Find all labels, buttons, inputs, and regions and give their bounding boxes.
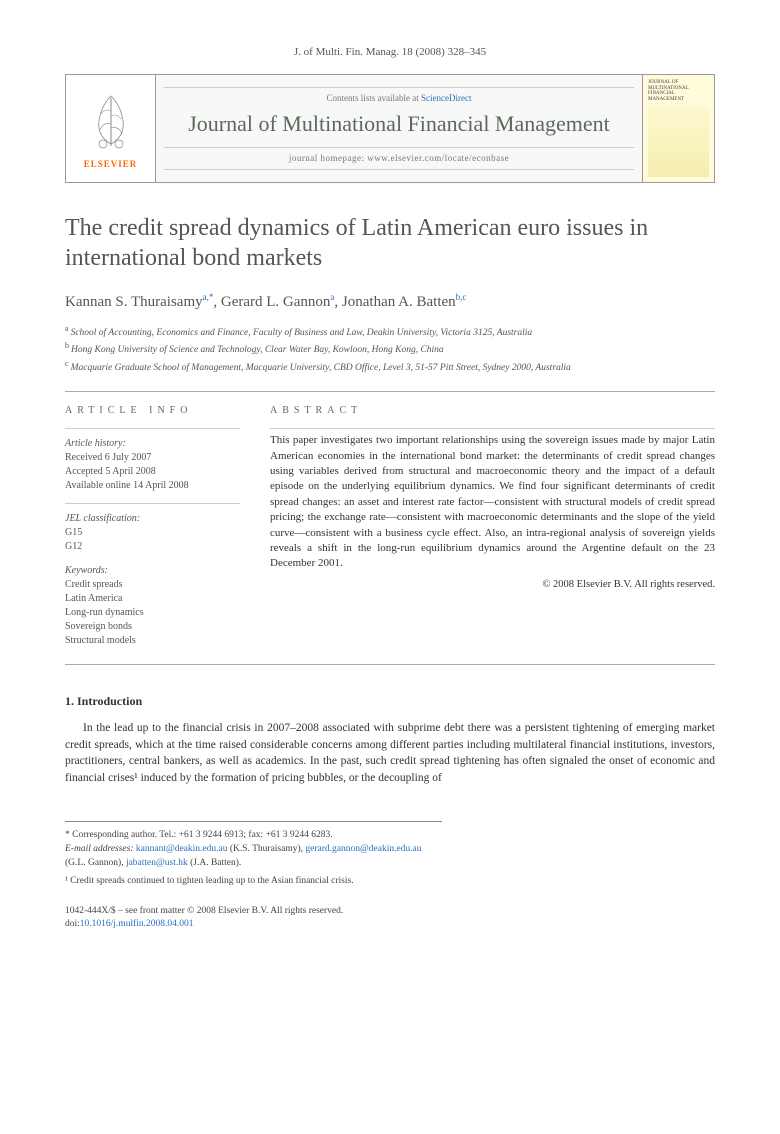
- author-affil-mark: a: [330, 292, 334, 302]
- affiliation-text: Macquarie Graduate School of Management,…: [71, 363, 571, 373]
- journal-homepage-line: journal homepage: www.elsevier.com/locat…: [164, 152, 634, 165]
- journal-header-box: ELSEVIER Contents lists available at Sci…: [65, 74, 715, 183]
- contents-available-line: Contents lists available at ScienceDirec…: [164, 92, 634, 105]
- doi-line: doi:10.1016/j.mulfin.2008.04.001: [65, 918, 715, 931]
- keyword: Credit spreads: [65, 578, 240, 592]
- keywords-head: Keywords:: [65, 564, 240, 578]
- issn-copyright-line: 1042-444X/$ – see front matter © 2008 El…: [65, 905, 715, 918]
- email-addresses-line: E-mail addresses: kannant@deakin.edu.au …: [65, 842, 442, 871]
- jel-head: JEL classification:: [65, 512, 240, 526]
- publisher-logo[interactable]: ELSEVIER: [66, 75, 156, 182]
- author-affil-mark: b,c: [456, 292, 467, 302]
- affiliation-mark: a: [65, 324, 69, 333]
- journal-name: Journal of Multinational Financial Manag…: [164, 111, 634, 137]
- article-info-column: ARTICLE INFO Article history: Received 6…: [65, 404, 240, 648]
- author-name: Jonathan A. Batten: [342, 294, 456, 310]
- abstract-copyright: © 2008 Elsevier B.V. All rights reserved…: [270, 578, 715, 593]
- author[interactable]: Jonathan A. Battenb,c: [342, 294, 466, 310]
- affiliation: cMacquarie Graduate School of Management…: [65, 358, 715, 375]
- author-affil-mark: a,*: [203, 292, 214, 302]
- abstract-heading: ABSTRACT: [270, 404, 715, 418]
- journal-reference: J. of Multi. Fin. Manag. 18 (2008) 328–3…: [65, 45, 715, 60]
- abstract-text: This paper investigates two important re…: [270, 433, 715, 572]
- affiliation-text: Hong Kong University of Science and Tech…: [71, 346, 444, 356]
- footnote-1: ¹ Credit spreads continued to tighten le…: [65, 874, 442, 888]
- jel-code: G12: [65, 540, 240, 554]
- info-abstract-row: ARTICLE INFO Article history: Received 6…: [65, 391, 715, 665]
- received-date: Received 6 July 2007: [65, 451, 240, 465]
- journal-cover-thumbnail[interactable]: JOURNAL OF MULTINATIONAL FINANCIAL MANAG…: [642, 75, 714, 182]
- author-list: Kannan S. Thuraisamya,*, Gerard L. Ganno…: [65, 291, 715, 313]
- abstract-column: ABSTRACT This paper investigates two imp…: [270, 404, 715, 648]
- author-name: Kannan S. Thuraisamy: [65, 294, 203, 310]
- elsevier-tree-icon: [81, 86, 141, 156]
- affiliation: aSchool of Accounting, Economics and Fin…: [65, 323, 715, 340]
- homepage-url[interactable]: www.elsevier.com/locate/econbase: [367, 153, 509, 163]
- keyword: Long-run dynamics: [65, 606, 240, 620]
- footer-meta: 1042-444X/$ – see front matter © 2008 El…: [65, 905, 715, 932]
- affiliation-mark: c: [65, 359, 69, 368]
- author[interactable]: Kannan S. Thuraisamya,*: [65, 294, 213, 310]
- author-email-link[interactable]: jabatten@ust.hk: [126, 858, 188, 868]
- corresponding-author-note: * Corresponding author. Tel.: +61 3 9244…: [65, 828, 442, 842]
- cover-thumb-body: [648, 106, 709, 177]
- keyword: Structural models: [65, 634, 240, 648]
- affiliation-text: School of Accounting, Economics and Fina…: [71, 328, 533, 338]
- email-who: (G.L. Gannon): [65, 858, 121, 868]
- author-email-link[interactable]: gerard.gannon@deakin.edu.au: [305, 844, 421, 854]
- email-who: (K.S. Thuraisamy): [230, 844, 301, 854]
- affiliation: bHong Kong University of Science and Tec…: [65, 340, 715, 357]
- author[interactable]: Gerard L. Gannona: [221, 294, 335, 310]
- author-name: Gerard L. Gannon: [221, 294, 331, 310]
- online-date: Available online 14 April 2008: [65, 479, 240, 493]
- keyword: Latin America: [65, 592, 240, 606]
- jel-code: G15: [65, 526, 240, 540]
- author-email-link[interactable]: kannant@deakin.edu.au: [136, 844, 228, 854]
- article-info-heading: ARTICLE INFO: [65, 404, 240, 418]
- header-middle: Contents lists available at ScienceDirec…: [156, 75, 642, 182]
- article-title: The credit spread dynamics of Latin Amer…: [65, 213, 715, 273]
- doi-label: doi:: [65, 919, 80, 929]
- article-history-head: Article history:: [65, 437, 240, 451]
- accepted-date: Accepted 5 April 2008: [65, 465, 240, 479]
- contents-prefix: Contents lists available at: [327, 93, 421, 103]
- email-who: (J.A. Batten).: [190, 858, 241, 868]
- email-label: E-mail addresses:: [65, 844, 134, 854]
- keyword: Sovereign bonds: [65, 620, 240, 634]
- footnotes: * Corresponding author. Tel.: +61 3 9244…: [65, 821, 442, 889]
- affiliations: aSchool of Accounting, Economics and Fin…: [65, 323, 715, 375]
- affiliation-mark: b: [65, 341, 69, 350]
- intro-paragraph: In the lead up to the financial crisis i…: [65, 720, 715, 787]
- section-heading-intro: 1. Introduction: [65, 693, 715, 710]
- doi-link[interactable]: 10.1016/j.mulfin.2008.04.001: [80, 919, 194, 929]
- publisher-name: ELSEVIER: [84, 158, 138, 171]
- sciencedirect-link[interactable]: ScienceDirect: [421, 93, 471, 103]
- homepage-prefix: journal homepage:: [289, 153, 367, 163]
- cover-thumb-title: JOURNAL OF MULTINATIONAL FINANCIAL MANAG…: [648, 80, 709, 102]
